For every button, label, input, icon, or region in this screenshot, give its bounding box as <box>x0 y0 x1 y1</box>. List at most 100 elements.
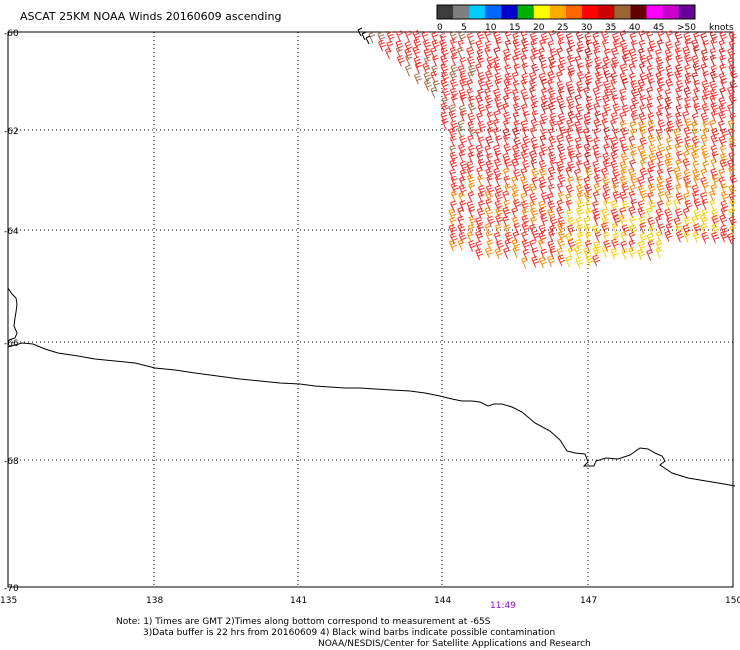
wind-barb <box>620 95 627 107</box>
wind-barb <box>503 78 512 90</box>
wind-barb <box>585 39 593 51</box>
wind-barb <box>502 167 510 180</box>
wind-barb <box>503 111 512 124</box>
wind-barb <box>665 55 673 68</box>
wind-barb <box>720 206 728 219</box>
wind-barb <box>718 96 727 109</box>
wind-barb <box>655 56 664 69</box>
wind-barb <box>665 136 673 149</box>
wind-barb <box>682 224 691 236</box>
wind-barb <box>655 150 664 163</box>
wind-barb <box>683 175 692 188</box>
wind-barb <box>592 224 601 237</box>
wind-barb <box>718 176 726 189</box>
wind-barb <box>430 70 438 83</box>
wind-barb <box>529 182 538 195</box>
wind-barb <box>576 206 585 219</box>
wind-barb <box>657 143 666 156</box>
wind-barb <box>639 94 647 107</box>
wind-barb <box>665 182 674 195</box>
wind-barb <box>612 32 621 45</box>
wind-barb <box>692 160 700 173</box>
legend-label: 40 <box>629 23 641 33</box>
wind-barb <box>549 48 558 60</box>
wind-barb <box>693 198 702 211</box>
wind-barb <box>512 88 519 101</box>
wind-barb <box>574 136 582 149</box>
wind-barb <box>619 190 628 203</box>
wind-barb <box>675 222 684 235</box>
wind-barb <box>368 31 376 44</box>
wind-barb <box>585 200 593 213</box>
wind-barb <box>629 72 636 85</box>
wind-barb <box>665 40 674 53</box>
wind-barb <box>494 150 502 162</box>
wind-barb <box>637 240 646 253</box>
legend-label: 45 <box>653 23 664 33</box>
map-frame <box>7 31 734 588</box>
wind-barb <box>450 120 459 132</box>
wind-barb <box>639 104 647 116</box>
wind-barb <box>691 120 699 133</box>
wind-barb <box>594 79 603 91</box>
wind-barb <box>610 47 619 59</box>
wind-barb <box>476 151 484 164</box>
wind-barb <box>531 63 540 76</box>
wind-barb <box>629 224 638 236</box>
wind-barb <box>574 168 581 181</box>
wind-barb <box>693 79 701 92</box>
wind-barb <box>665 30 673 42</box>
wind-barb <box>621 78 629 91</box>
wind-barb <box>630 88 639 101</box>
wind-barb <box>513 95 520 108</box>
wind-barb <box>423 79 433 92</box>
wind-barb <box>711 215 720 227</box>
wind-barb <box>700 134 709 146</box>
wind-barb <box>412 46 421 58</box>
wind-barb <box>683 126 692 139</box>
wind-barb <box>657 161 664 173</box>
wind-barb <box>601 111 609 124</box>
wind-barb <box>628 206 637 218</box>
wind-barb <box>621 54 631 66</box>
wind-barbs <box>357 27 738 269</box>
wind-barb <box>665 144 673 157</box>
wind-barb <box>700 49 708 61</box>
wind-barb <box>557 174 566 186</box>
wind-barb <box>477 120 486 133</box>
wind-barb <box>377 31 386 44</box>
wind-barb <box>540 214 549 226</box>
wind-barb <box>709 30 718 43</box>
wind-barb <box>592 144 600 156</box>
wind-barb <box>603 199 611 211</box>
wind-barb <box>665 126 673 139</box>
wind-barb <box>504 224 511 236</box>
wind-barb <box>638 112 647 125</box>
wind-barb <box>718 135 727 148</box>
wind-barb <box>675 119 684 131</box>
wind-barb <box>503 94 510 107</box>
wind-barb <box>512 216 519 229</box>
wind-barb <box>601 63 609 76</box>
wind-barb <box>520 78 528 91</box>
wind-barb <box>610 62 618 74</box>
wind-barb <box>486 56 495 68</box>
wind-barb <box>521 208 529 220</box>
wind-barb <box>468 215 477 227</box>
wind-barb <box>727 47 736 60</box>
wind-barb <box>566 46 574 59</box>
wind-barb <box>484 46 492 59</box>
wind-barb <box>576 46 584 59</box>
wind-barb <box>493 56 501 69</box>
wind-barb <box>466 32 474 45</box>
wind-barb <box>476 54 485 67</box>
wind-barb <box>612 39 621 52</box>
wind-barb <box>648 152 657 165</box>
wind-barb <box>601 246 609 258</box>
wind-barb <box>592 86 601 99</box>
wind-barb <box>719 87 727 99</box>
wind-barb <box>503 199 511 212</box>
wind-barb <box>477 78 486 91</box>
wind-barb <box>655 239 663 252</box>
wind-barb <box>440 112 448 124</box>
